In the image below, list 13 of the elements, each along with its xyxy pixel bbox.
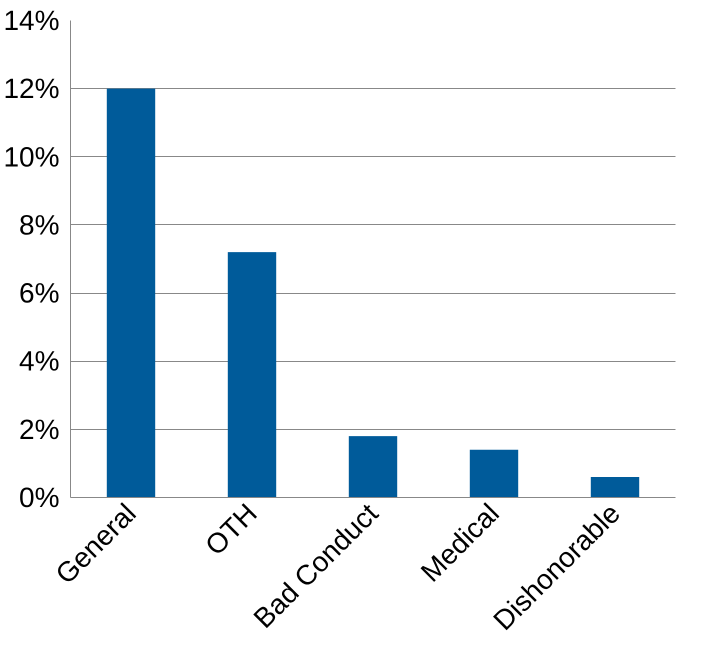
bar [348,436,398,498]
y-tick-label: 0% [19,482,60,513]
y-tick-label: 12% [3,73,60,104]
bar [590,477,640,498]
y-tick-label: 8% [19,209,60,240]
y-tick-label: 14% [3,5,60,36]
y-tick-label: 10% [3,141,60,172]
y-tick-label: 4% [19,346,60,377]
bar [228,252,276,498]
bar [106,88,156,498]
bar [470,450,518,498]
y-tick-label: 6% [19,278,60,309]
y-tick-label: 2% [19,414,60,445]
